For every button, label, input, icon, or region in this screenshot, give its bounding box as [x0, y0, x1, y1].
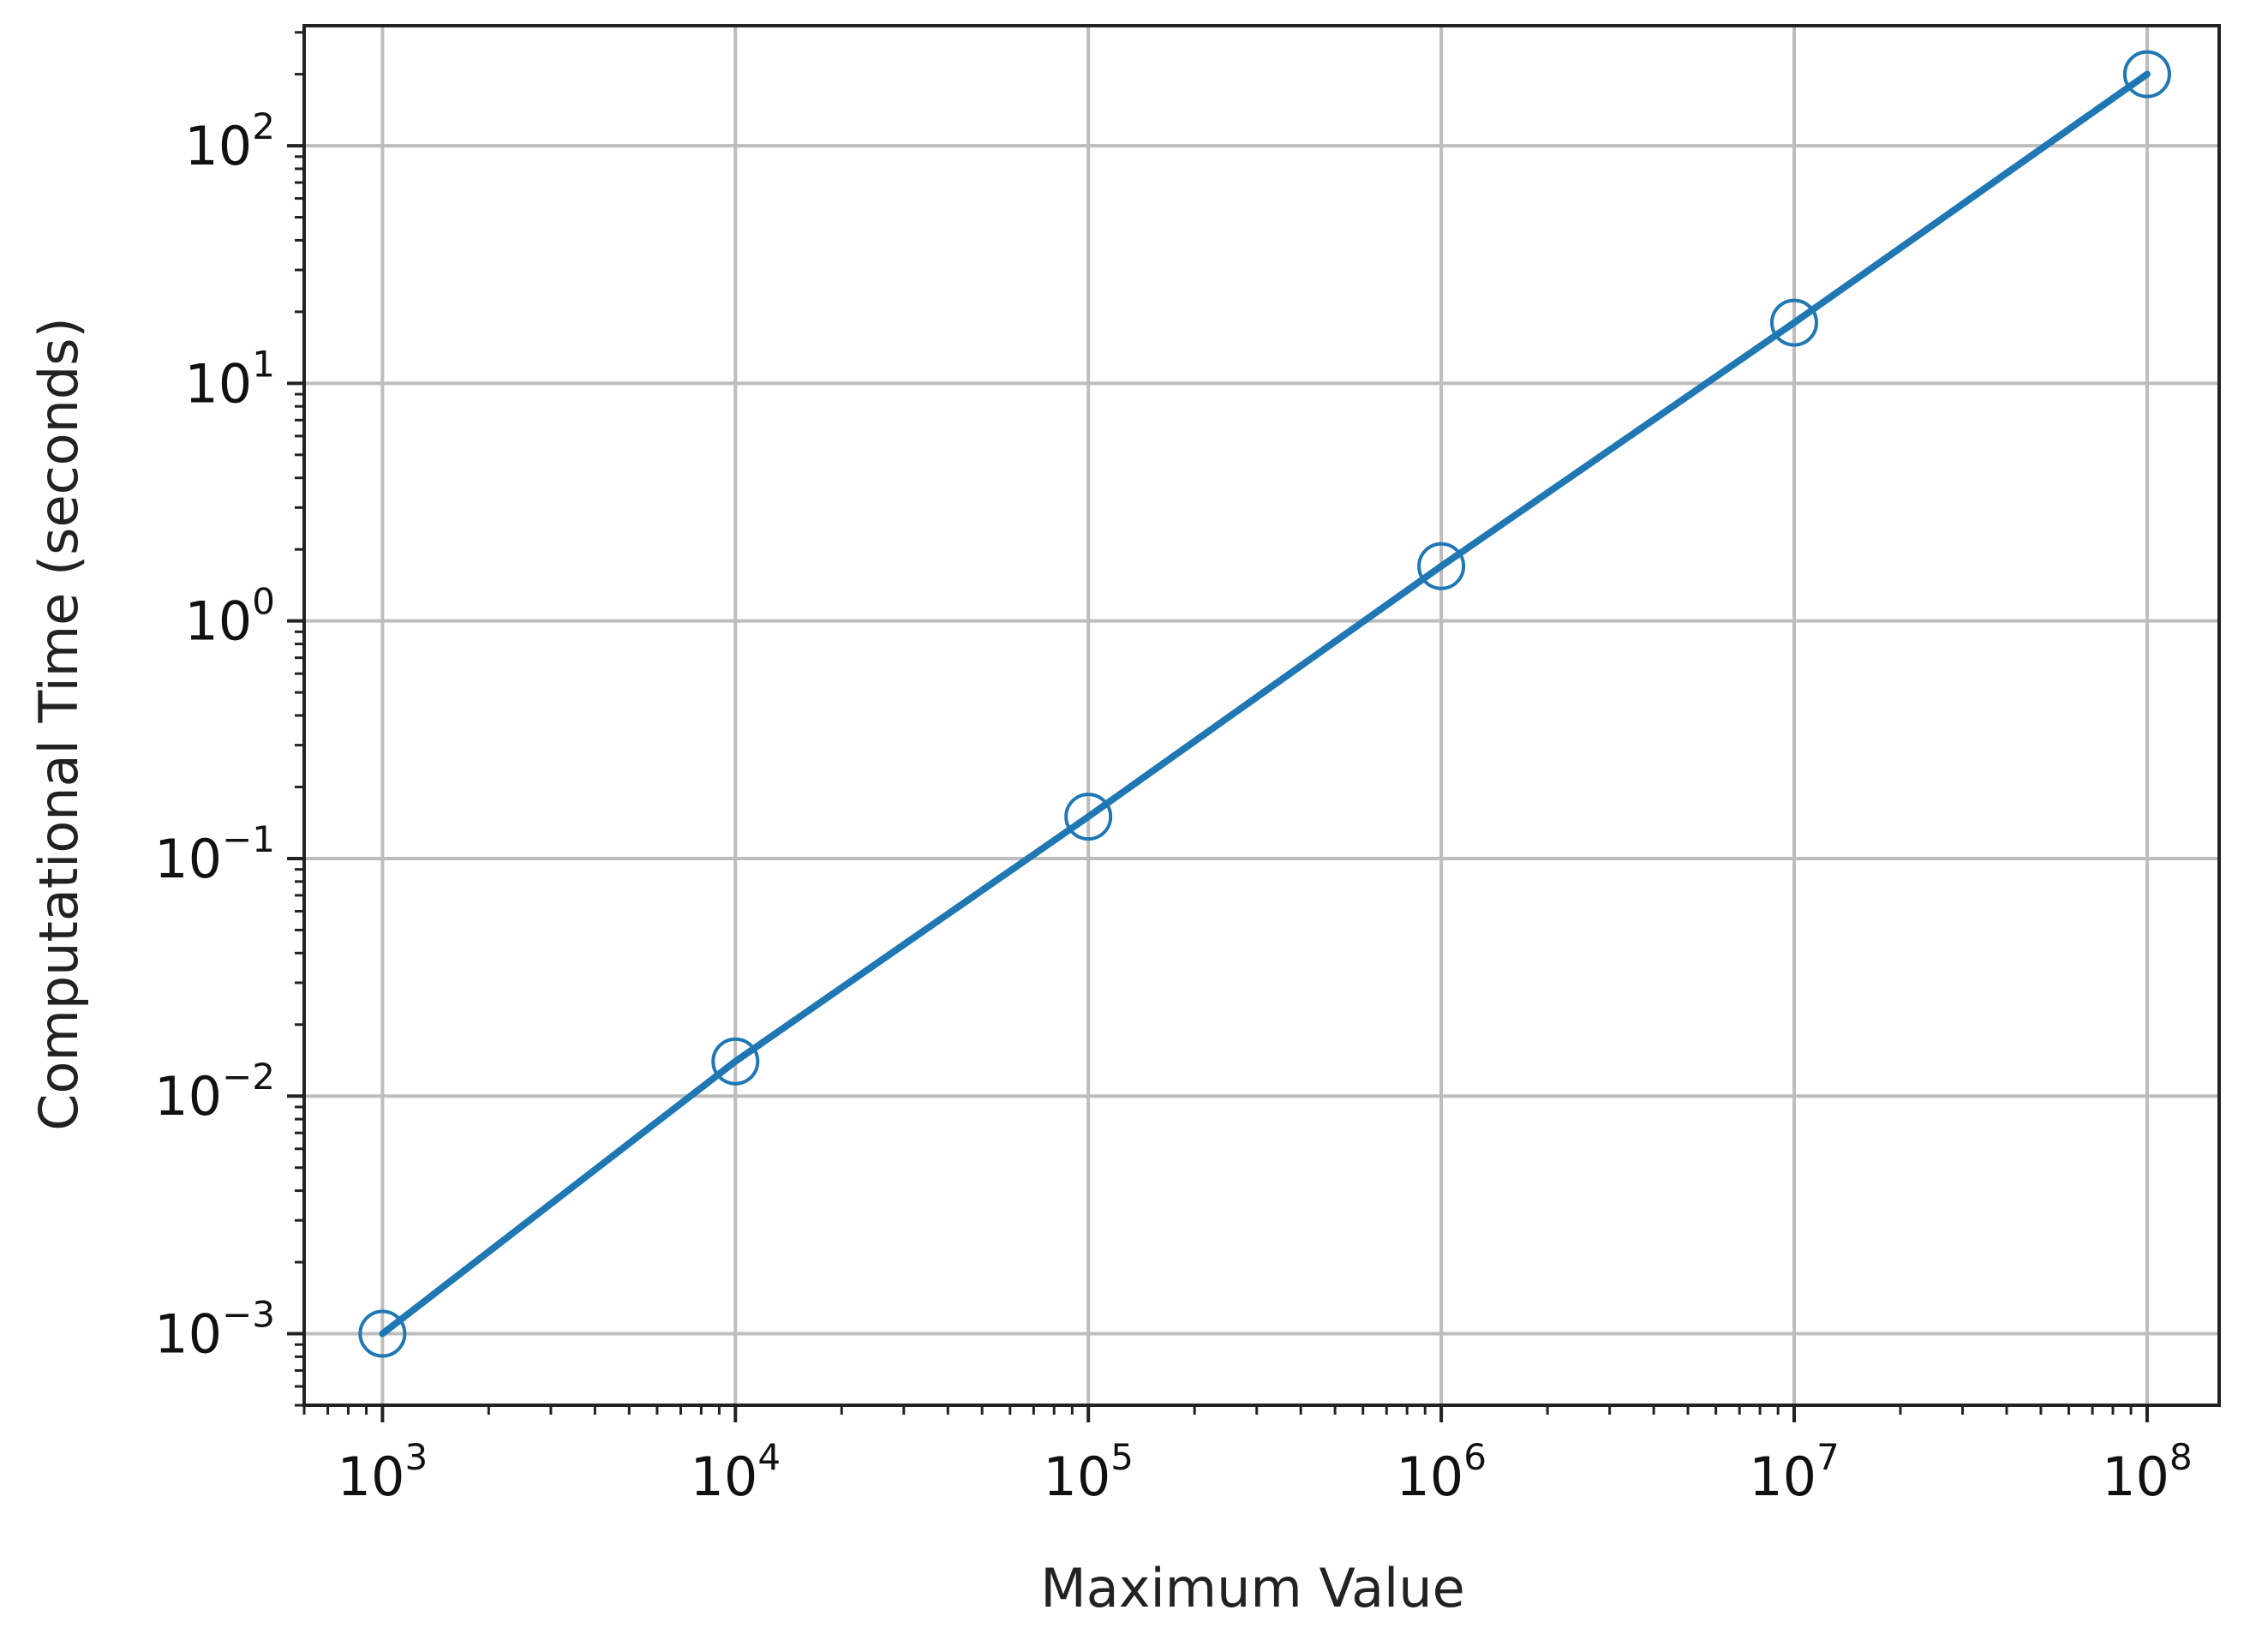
data-point	[1064, 793, 1113, 841]
x-axis-title: Maximum Value	[1040, 1557, 1464, 1619]
y-axis-title: Computational Time (seconds)	[27, 317, 90, 1131]
data-point	[1417, 542, 1466, 590]
x-tick-label: 104	[690, 1436, 781, 1508]
x-tick-exponent: 8	[2169, 1436, 2193, 1478]
series-line	[379, 70, 2151, 1338]
y-tick-exponent: 2	[252, 105, 275, 147]
y-tick-exponent: −3	[222, 1294, 275, 1336]
data-point	[358, 1309, 407, 1358]
x-tick-label: 106	[1396, 1436, 1487, 1508]
x-tick-exponent: 7	[1816, 1436, 1840, 1478]
y-tick-label: 10−2	[154, 1056, 275, 1128]
y-tick-base: 10	[184, 352, 252, 415]
x-tick-base: 10	[338, 1446, 405, 1508]
data-point	[1770, 298, 1819, 347]
grid	[304, 26, 2219, 1405]
x-tick-label: 105	[1043, 1436, 1134, 1508]
x-tick-labels: 103 104 105 106 107 108	[338, 1436, 2193, 1508]
y-tick-exponent: −1	[222, 818, 275, 860]
x-tick-exponent: 4	[757, 1436, 781, 1478]
y-tick-label: 10−1	[154, 818, 275, 890]
x-tick-base: 10	[2102, 1446, 2169, 1508]
y-tick-base: 10	[154, 1065, 222, 1128]
x-tick-base: 10	[1043, 1446, 1110, 1508]
x-tick-base: 10	[690, 1446, 757, 1508]
major-ticks	[287, 144, 2149, 1422]
y-tick-base: 10	[184, 115, 252, 177]
y-tick-label: 10−3	[154, 1294, 275, 1366]
x-tick-label: 108	[2102, 1436, 2193, 1508]
x-tick-label: 107	[1749, 1436, 1840, 1508]
y-tick-label: 100	[184, 581, 275, 653]
y-tick-exponent: 0	[252, 581, 275, 623]
data-point	[711, 1037, 760, 1086]
series-layer	[358, 50, 2171, 1358]
x-tick-base: 10	[1749, 1446, 1816, 1508]
y-tick-base: 10	[184, 590, 252, 653]
x-tick-base: 10	[1396, 1446, 1463, 1508]
y-tick-base: 10	[154, 1303, 222, 1366]
y-tick-exponent: 1	[252, 343, 275, 385]
x-tick-exponent: 3	[404, 1436, 428, 1478]
y-tick-base: 10	[154, 828, 222, 890]
data-point	[2122, 50, 2171, 99]
plot-frame	[302, 24, 2221, 1407]
y-tick-exponent: −2	[222, 1056, 275, 1098]
y-tick-label: 101	[184, 343, 275, 415]
y-tick-label: 102	[184, 105, 275, 177]
x-tick-exponent: 6	[1463, 1436, 1487, 1478]
x-tick-label: 103	[338, 1436, 428, 1508]
x-tick-exponent: 5	[1110, 1436, 1134, 1478]
